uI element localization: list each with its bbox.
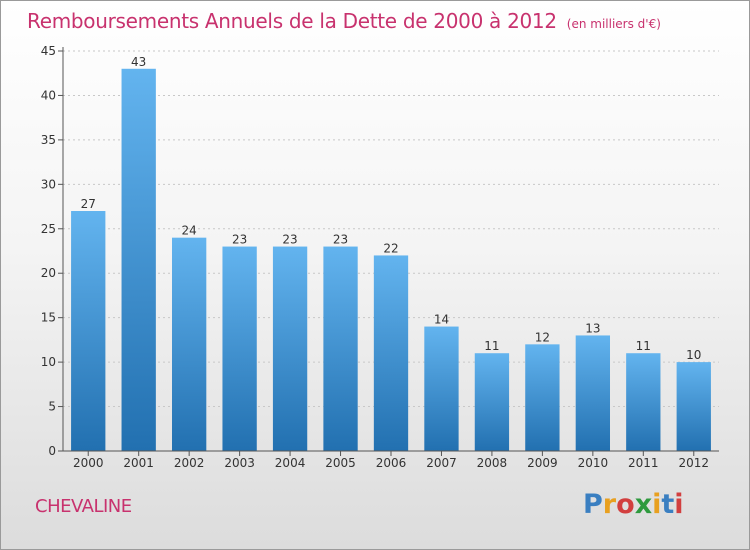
x-tick-label: 2003 bbox=[224, 456, 255, 470]
bar-2010 bbox=[575, 335, 611, 451]
logo-letter: x bbox=[634, 489, 653, 520]
y-tick-label: 35 bbox=[41, 133, 56, 147]
logo-letter: i bbox=[674, 489, 684, 520]
y-tick-label: 20 bbox=[41, 266, 56, 280]
logo-letter: o bbox=[616, 489, 635, 520]
bar-2002 bbox=[171, 237, 207, 451]
x-tick-label: 2012 bbox=[678, 456, 709, 470]
x-tick-label: 2005 bbox=[325, 456, 356, 470]
bar-2006 bbox=[373, 255, 409, 451]
data-label: 23 bbox=[282, 233, 297, 247]
y-tick-label: 5 bbox=[48, 400, 56, 414]
bar-2011 bbox=[626, 353, 661, 451]
bar-2004 bbox=[272, 246, 308, 451]
axis-layer: 0 5 10 15 20 25 30 35 40 45 2000 2001 2002 2003 2004 20… bbox=[41, 44, 719, 470]
bar-2000 bbox=[71, 211, 106, 451]
x-tick-label: 2000 bbox=[73, 456, 104, 470]
x-tick-label: 2009 bbox=[527, 456, 558, 470]
x-tick-label: 2011 bbox=[628, 456, 659, 470]
data-label: 24 bbox=[182, 224, 197, 238]
data-label: 27 bbox=[81, 197, 96, 211]
logo-letter: t bbox=[661, 489, 675, 520]
chart-subtitle: (en milliers d'€) bbox=[566, 17, 661, 31]
bar-layer: 27 43 24 23 23 23 22 14 11 12 13 11 10 bbox=[71, 55, 711, 452]
bar-2003 bbox=[222, 246, 257, 451]
data-label: 43 bbox=[131, 55, 146, 69]
x-tick-label: 2007 bbox=[426, 456, 457, 470]
y-tick-label: 40 bbox=[41, 88, 56, 102]
data-label: 22 bbox=[383, 241, 398, 255]
data-label: 11 bbox=[636, 339, 651, 353]
logo-letter: P bbox=[583, 489, 603, 520]
y-tick-label: 0 bbox=[48, 444, 56, 458]
bar-2008 bbox=[474, 353, 510, 451]
x-tick-label: 2006 bbox=[376, 456, 407, 470]
x-tick-label: 2010 bbox=[578, 456, 609, 470]
proxiti-logo[interactable]: Proxiti bbox=[583, 489, 684, 520]
data-label: 12 bbox=[535, 330, 550, 344]
y-tick-label: 30 bbox=[41, 177, 56, 191]
x-tick-label: 2001 bbox=[123, 456, 154, 470]
data-label: 13 bbox=[585, 321, 600, 335]
bar-2001 bbox=[121, 68, 156, 452]
y-tick-label: 25 bbox=[41, 222, 56, 236]
x-tick-label: 2004 bbox=[275, 456, 306, 470]
logo-letter: i bbox=[652, 489, 662, 520]
commune-name: CHEVALINE bbox=[35, 496, 132, 517]
bar-2012 bbox=[676, 362, 711, 451]
data-label: 14 bbox=[434, 313, 449, 327]
x-tick-label: 2002 bbox=[174, 456, 205, 470]
chart-title: Remboursements Annuels de la Dette de 20… bbox=[27, 9, 557, 33]
bar-2009 bbox=[525, 344, 560, 451]
bar-2007 bbox=[424, 326, 459, 451]
y-tick-label: 45 bbox=[41, 44, 56, 58]
x-tick-label: 2008 bbox=[477, 456, 508, 470]
y-tick-label: 15 bbox=[41, 311, 56, 325]
data-label: 23 bbox=[232, 233, 247, 247]
logo-letter: r bbox=[602, 489, 617, 520]
data-label: 11 bbox=[484, 339, 499, 353]
data-label: 10 bbox=[686, 348, 701, 362]
title-row: Remboursements Annuels de la Dette de 20… bbox=[27, 9, 661, 33]
y-tick-label: 10 bbox=[41, 355, 56, 369]
bar-2005 bbox=[323, 246, 358, 451]
data-label: 23 bbox=[333, 233, 348, 247]
